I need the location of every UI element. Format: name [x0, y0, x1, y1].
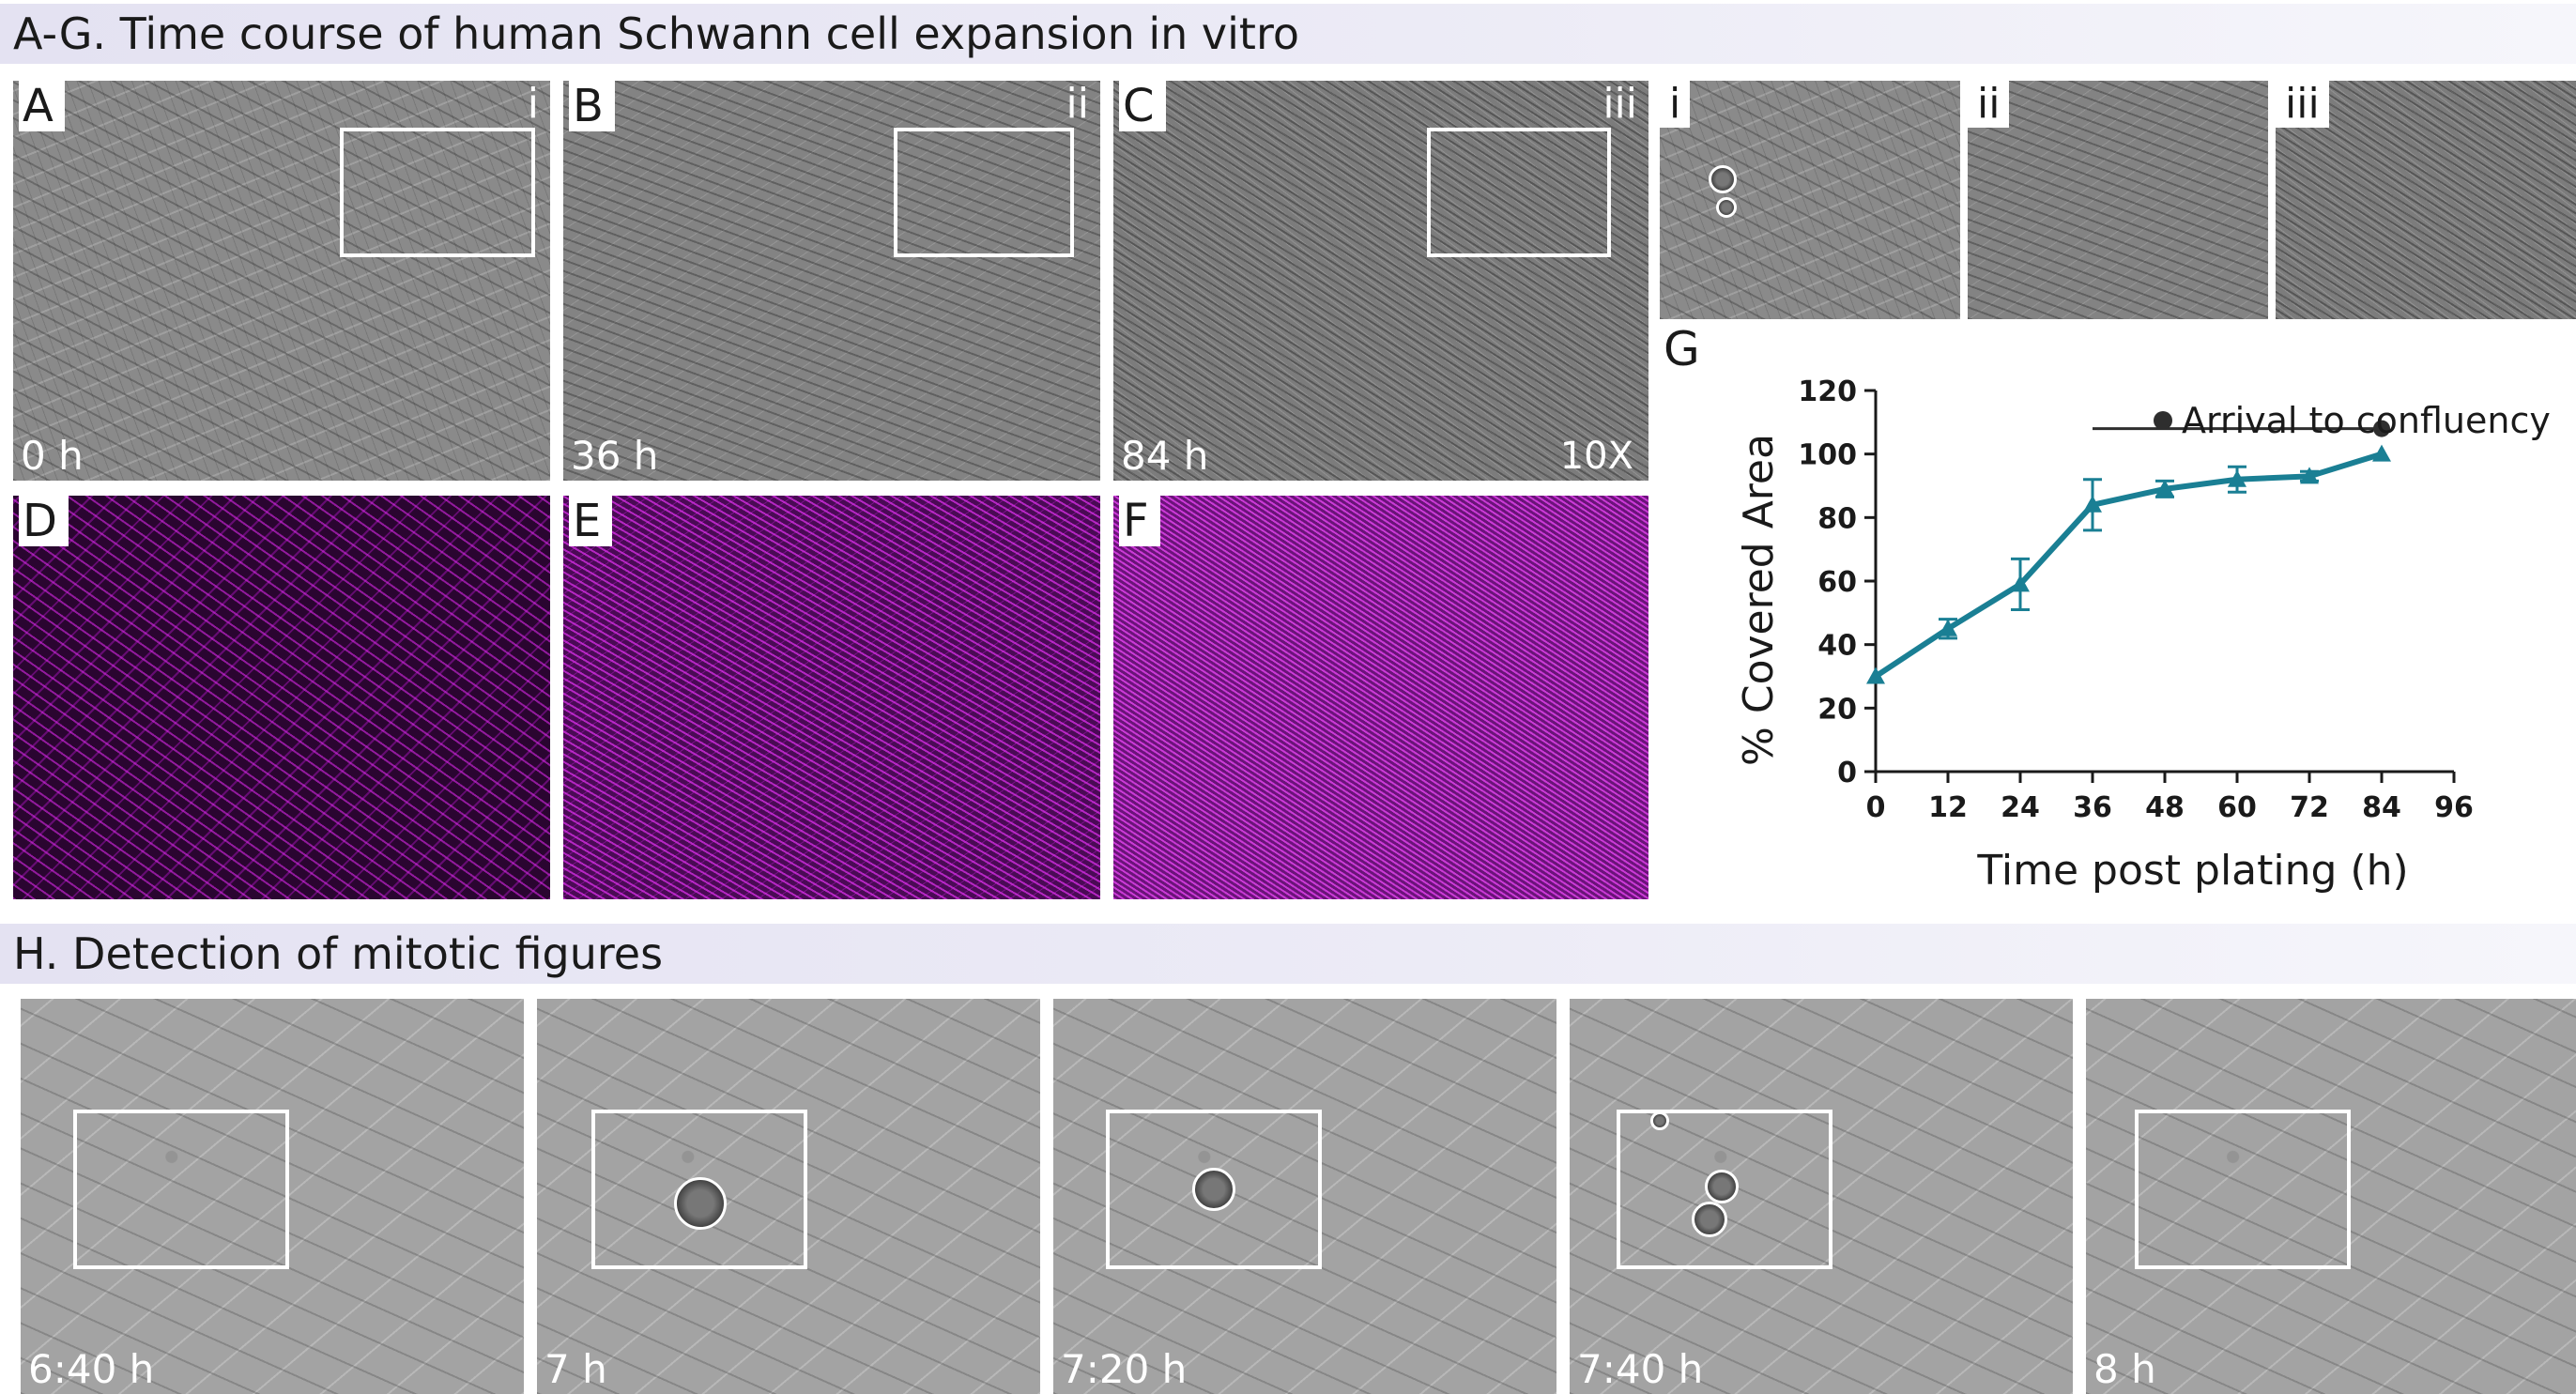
section-banner-ag: A-G. Time course of human Schwann cell e…	[0, 4, 2576, 64]
timepoint-label: 7:20 h	[1061, 1346, 1188, 1392]
round-cell	[1650, 1111, 1669, 1130]
y-axis-label: % Covered Area	[1735, 434, 1783, 766]
data-point	[2372, 444, 2391, 462]
x-tick-label: 24	[2001, 791, 2040, 824]
chart-markers	[1866, 444, 2391, 684]
x-tick-label: 36	[2073, 791, 2112, 824]
zoom-panel-ii: ii	[1968, 81, 2268, 319]
x-axis-label: Time post plating (h)	[1976, 847, 2408, 895]
inset-label: ii	[1066, 81, 1089, 128]
panel-a-brightfield: A i 0 h	[13, 81, 550, 481]
inset-box	[591, 1110, 807, 1269]
data-point	[1866, 666, 1885, 684]
mitotic-cell	[1192, 1168, 1235, 1211]
inset-label: iii	[1602, 81, 1637, 128]
panel-d-fluorescence: D	[13, 496, 550, 899]
panel-c-brightfield: C iii 84 h 10X	[1113, 81, 1648, 481]
timelapse-panel-3: 7:20 h	[1053, 999, 1556, 1394]
inset-box	[73, 1110, 289, 1269]
daughter-cell	[1705, 1170, 1739, 1203]
x-tick-label: 60	[2217, 791, 2257, 824]
panel-label: B	[569, 81, 615, 131]
round-cell	[1709, 165, 1737, 193]
x-tick-label: 0	[1866, 791, 1886, 824]
x-tick-label: 48	[2145, 791, 2185, 824]
zoom-panel-iii: iii	[2276, 81, 2576, 319]
inset-box	[1617, 1110, 1832, 1269]
chart-ticks: 0 20 40 60 80 100 120 0 12 24 36 48 60 72 84 96	[1798, 375, 2474, 824]
zoom-label: ii	[1968, 81, 2010, 128]
mitotic-cell	[674, 1177, 727, 1230]
annotation-bullet	[2154, 411, 2172, 430]
inset-box	[2135, 1110, 2351, 1269]
data-point	[1939, 619, 1957, 636]
daughter-cell	[1692, 1202, 1727, 1237]
data-point	[2228, 469, 2246, 487]
inset-box	[340, 128, 535, 257]
timelapse-panel-2: 7 h	[537, 999, 1040, 1394]
y-tick-label: 80	[1817, 502, 1857, 535]
zoom-panel-i: i	[1660, 81, 1960, 319]
panel-b-brightfield: B ii 36 h	[563, 81, 1100, 481]
confluency-marker	[2373, 420, 2390, 437]
coverage-series-line	[1874, 451, 2383, 680]
annotation-label: Arrival to confluency	[2182, 400, 2551, 441]
data-point	[2155, 479, 2174, 497]
x-tick-label: 96	[2434, 791, 2474, 824]
y-tick-label: 120	[1798, 375, 1857, 408]
zoom-label: i	[1660, 81, 1691, 128]
inset-box	[1427, 128, 1611, 257]
chart-annotation	[2093, 411, 2390, 437]
y-tick-label: 60	[1817, 566, 1857, 599]
timepoint-label: 6:40 h	[28, 1346, 155, 1392]
inset-label: i	[527, 81, 539, 128]
inset-box	[894, 128, 1074, 257]
timepoint-label: 8 h	[2093, 1346, 2156, 1392]
y-tick-label: 100	[1798, 439, 1857, 472]
timelapse-panel-5: 8 h	[2086, 999, 2576, 1394]
round-cell	[1716, 197, 1737, 218]
timepoint-label: 7:40 h	[1577, 1346, 1704, 1392]
y-tick-label: 20	[1817, 693, 1857, 726]
x-tick-label: 84	[2362, 791, 2401, 824]
x-tick-label: 72	[2290, 791, 2329, 824]
panel-label: E	[569, 496, 613, 546]
panel-g-label: G	[1664, 322, 1700, 376]
timepoint-label: 7 h	[544, 1346, 607, 1392]
inset-box	[1106, 1110, 1322, 1269]
panel-label: C	[1119, 81, 1166, 131]
coverage-line-chart: 0 20 40 60 80 100 120 0 12 24 36 48 60 72 84 96 Time po…	[1735, 375, 2551, 895]
magnification-label: 10X	[1559, 435, 1633, 478]
panel-label: A	[19, 81, 65, 131]
chart-error-bars	[1939, 465, 2319, 640]
panel-label: F	[1119, 496, 1160, 546]
data-point	[2300, 467, 2319, 484]
data-point	[2011, 574, 2030, 592]
chart-axes	[1874, 391, 2454, 774]
section-title-ag: A-G. Time course of human Schwann cell e…	[13, 8, 1299, 59]
x-tick-label: 12	[1928, 791, 1968, 824]
zoom-label: iii	[2276, 81, 2329, 128]
data-point	[2083, 495, 2102, 513]
panel-e-fluorescence: E	[563, 496, 1100, 899]
y-tick-label: 0	[1837, 757, 1857, 789]
panel-f-fluorescence: F	[1113, 496, 1648, 899]
chart-series-line	[1874, 451, 2383, 680]
timelapse-panel-1: 6:40 h	[21, 999, 524, 1394]
timepoint-label: 0 h	[21, 433, 84, 479]
timepoint-label: 36 h	[571, 433, 659, 479]
timepoint-label: 84 h	[1121, 433, 1209, 479]
section-banner-h: H. Detection of mitotic figures	[0, 924, 2576, 984]
timelapse-panel-4: 7:40 h	[1570, 999, 2073, 1394]
panel-label: D	[19, 496, 69, 546]
y-tick-label: 40	[1817, 630, 1857, 663]
section-title-h: H. Detection of mitotic figures	[13, 928, 664, 979]
